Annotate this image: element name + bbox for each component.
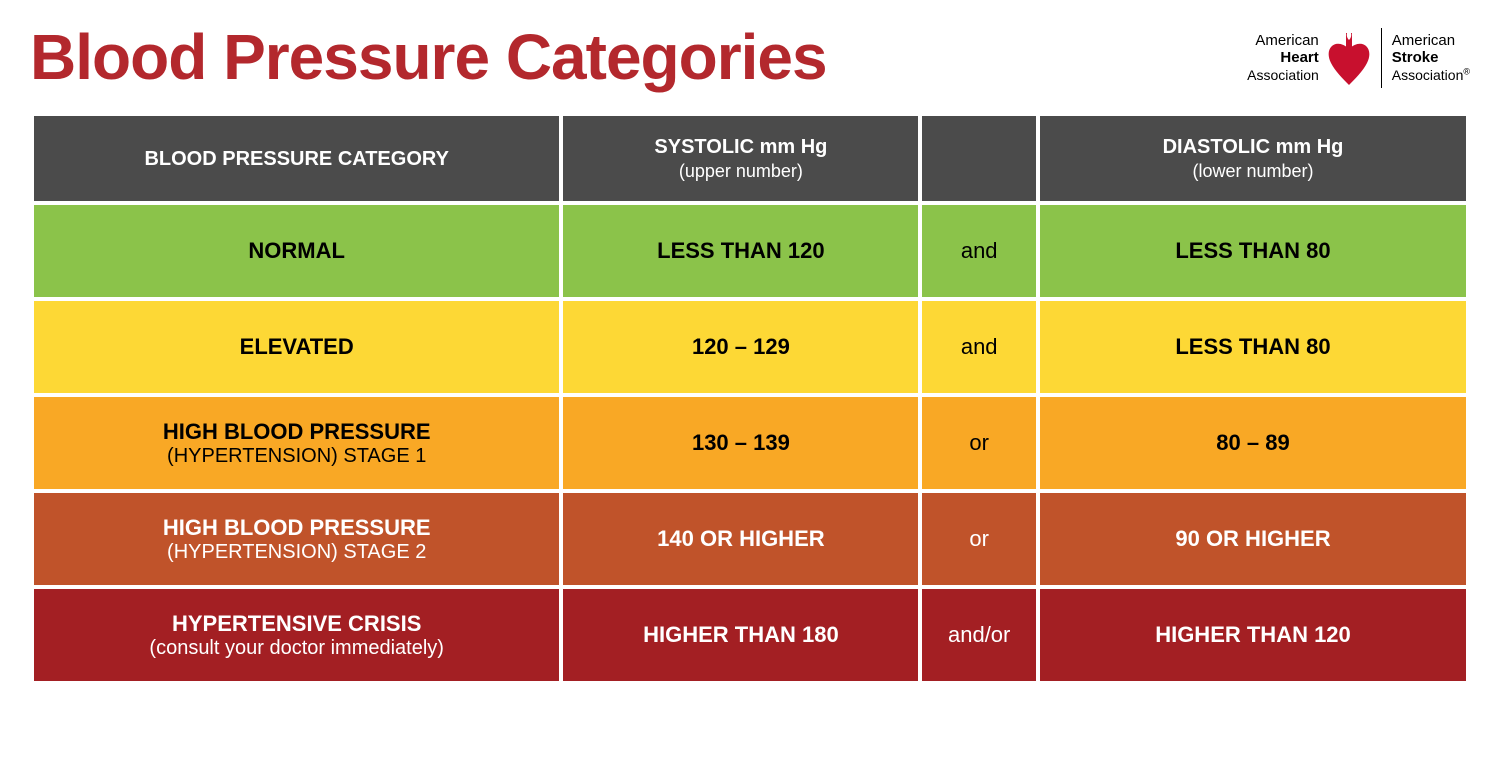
cell-operator: or — [922, 493, 1036, 585]
asa-line2: Stroke — [1392, 49, 1470, 66]
aha-line2: Heart — [1247, 49, 1319, 66]
aha-line3: Association — [1247, 67, 1319, 83]
header-systolic: SYSTOLIC mm Hg(upper number) — [563, 116, 918, 201]
cell-diastolic: 80 – 89 — [1040, 397, 1466, 489]
cell-diastolic: 90 OR HIGHER — [1040, 493, 1466, 585]
asa-logo-text: American Stroke Association® — [1392, 32, 1470, 84]
aha-logo-text: American Heart Association — [1247, 32, 1319, 84]
header: Blood Pressure Categories American Heart… — [30, 20, 1470, 94]
logo-group: American Heart Association American Stro… — [1247, 28, 1470, 88]
header-category: BLOOD PRESSURE CATEGORY — [34, 116, 559, 201]
bp-table: BLOOD PRESSURE CATEGORYSYSTOLIC mm Hg(up… — [30, 112, 1470, 685]
table-header-row: BLOOD PRESSURE CATEGORYSYSTOLIC mm Hg(up… — [34, 116, 1466, 201]
cell-systolic: HIGHER THAN 180 — [563, 589, 918, 681]
cell-category: NORMAL — [34, 205, 559, 297]
cell-category: HIGH BLOOD PRESSURE(HYPERTENSION) STAGE … — [34, 493, 559, 585]
header-operator — [922, 116, 1036, 201]
heart-torch-icon — [1327, 29, 1371, 87]
cell-operator: and — [922, 301, 1036, 393]
asa-line1: American — [1392, 32, 1455, 49]
logo-divider — [1381, 28, 1382, 88]
cell-operator: and/or — [922, 589, 1036, 681]
cell-diastolic: LESS THAN 80 — [1040, 205, 1466, 297]
cell-operator: and — [922, 205, 1036, 297]
table-row: HIGH BLOOD PRESSURE(HYPERTENSION) STAGE … — [34, 397, 1466, 489]
cell-systolic: 120 – 129 — [563, 301, 918, 393]
aha-logo: American Heart Association — [1247, 29, 1371, 87]
asa-logo: American Stroke Association® — [1392, 32, 1470, 84]
bp-table-body: BLOOD PRESSURE CATEGORYSYSTOLIC mm Hg(up… — [34, 116, 1466, 681]
cell-diastolic: HIGHER THAN 120 — [1040, 589, 1466, 681]
asa-line3: Association® — [1392, 67, 1470, 83]
table-row: ELEVATED120 – 129andLESS THAN 80 — [34, 301, 1466, 393]
cell-diastolic: LESS THAN 80 — [1040, 301, 1466, 393]
page-title: Blood Pressure Categories — [30, 20, 827, 94]
cell-operator: or — [922, 397, 1036, 489]
aha-line1: American — [1255, 32, 1318, 49]
cell-systolic: LESS THAN 120 — [563, 205, 918, 297]
header-diastolic: DIASTOLIC mm Hg(lower number) — [1040, 116, 1466, 201]
cell-category: HYPERTENSIVE CRISIS(consult your doctor … — [34, 589, 559, 681]
table-row: NORMALLESS THAN 120andLESS THAN 80 — [34, 205, 1466, 297]
cell-systolic: 130 – 139 — [563, 397, 918, 489]
cell-systolic: 140 OR HIGHER — [563, 493, 918, 585]
cell-category: HIGH BLOOD PRESSURE(HYPERTENSION) STAGE … — [34, 397, 559, 489]
cell-category: ELEVATED — [34, 301, 559, 393]
table-row: HYPERTENSIVE CRISIS(consult your doctor … — [34, 589, 1466, 681]
table-row: HIGH BLOOD PRESSURE(HYPERTENSION) STAGE … — [34, 493, 1466, 585]
